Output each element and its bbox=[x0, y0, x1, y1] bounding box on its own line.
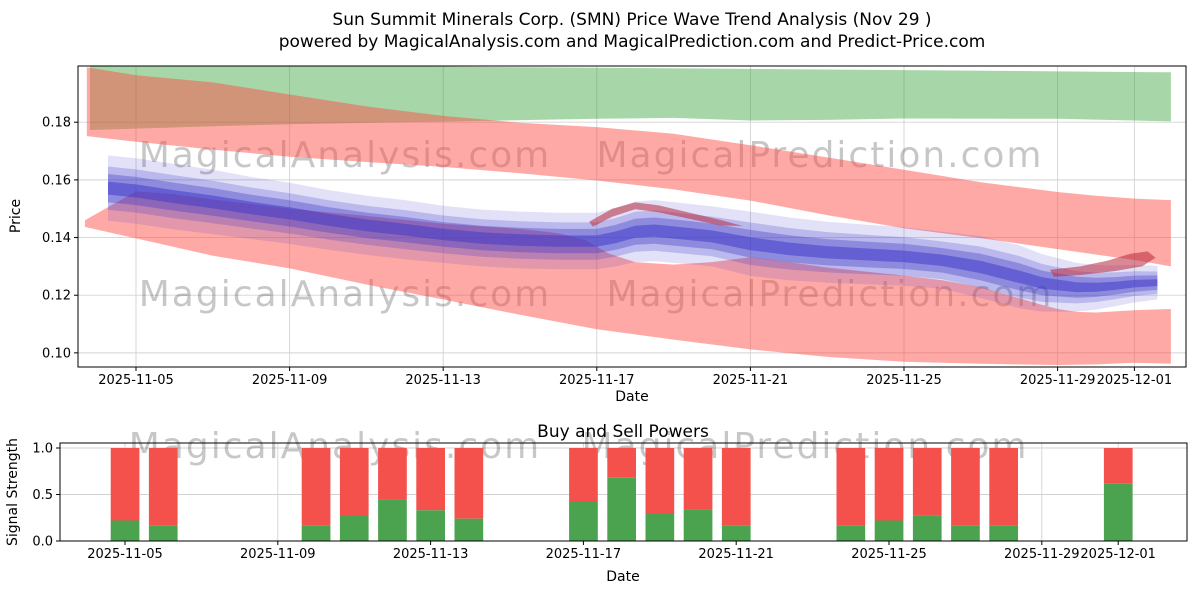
signal-chart-title: Buy and Sell Powers bbox=[537, 422, 709, 442]
x-tick-label: 2025-12-01 bbox=[1097, 373, 1173, 388]
y-tick-label: 0.18 bbox=[42, 116, 71, 131]
x-tick-label: 2025-11-21 bbox=[713, 373, 789, 388]
buy-power-bar bbox=[569, 501, 598, 541]
buy-power-bar bbox=[301, 525, 331, 541]
buy-power-bar bbox=[912, 515, 942, 541]
buy-power-bar bbox=[683, 509, 713, 541]
x-tick-label: 2025-11-29 bbox=[1004, 547, 1080, 562]
price-axis-label: Price bbox=[8, 199, 24, 233]
x-tick-label: 2025-11-25 bbox=[851, 547, 927, 562]
buy-power-bar bbox=[989, 525, 1018, 541]
sell-power-bar bbox=[874, 448, 904, 521]
signal-chart-date-label: Date bbox=[606, 569, 639, 585]
x-tick-label: 2025-11-05 bbox=[87, 547, 163, 562]
price-chart-date-label: Date bbox=[615, 389, 648, 405]
buy-power-bar bbox=[645, 514, 675, 541]
sell-power-bar bbox=[416, 448, 445, 511]
sell-power-bar bbox=[951, 448, 980, 526]
watermark-text: MagicalAnalysis.com bbox=[139, 135, 551, 176]
x-tick-label: 2025-11-29 bbox=[1020, 373, 1096, 388]
y-tick-label: 0.0 bbox=[32, 535, 53, 550]
x-tick-label: 2025-11-13 bbox=[393, 547, 469, 562]
y-tick-label: 0.14 bbox=[42, 231, 71, 246]
buy-power-bar bbox=[378, 499, 407, 541]
sell-power-bar bbox=[454, 448, 484, 519]
buy-power-bar bbox=[607, 477, 636, 541]
figure-title-line2: powered by MagicalAnalysis.com and Magic… bbox=[279, 32, 986, 52]
x-tick-label: 2025-11-13 bbox=[405, 373, 481, 388]
x-tick-label: 2025-11-17 bbox=[546, 547, 622, 562]
red-streak bbox=[1049, 251, 1156, 277]
signal-chart: MagicalAnalysis.com MagicalPrediction.com… bbox=[32, 426, 1188, 562]
sell-power-bar bbox=[912, 448, 942, 516]
x-tick-label: 2025-11-09 bbox=[252, 373, 328, 388]
prediction-fan-layer bbox=[108, 181, 1158, 293]
watermark-text: MagicalPrediction.com bbox=[597, 135, 1044, 176]
sell-power-bar bbox=[721, 448, 751, 526]
sell-power-bar bbox=[110, 448, 140, 521]
x-tick-label: 2025-12-01 bbox=[1080, 547, 1156, 562]
buy-power-bar bbox=[148, 525, 178, 541]
sell-power-bar bbox=[989, 448, 1018, 526]
watermark-text: MagicalAnalysis.com bbox=[139, 274, 551, 315]
signal-axis-label: Signal Strength bbox=[5, 438, 21, 546]
signal-plot-frame bbox=[59, 442, 1188, 542]
price-plot-frame bbox=[77, 65, 1187, 368]
upper-red-band bbox=[86, 67, 1171, 267]
sell-power-bar bbox=[836, 448, 866, 526]
sell-power-bar bbox=[607, 448, 636, 478]
sell-power-bar bbox=[148, 448, 178, 526]
buy-power-bar bbox=[416, 510, 445, 541]
sell-power-bar bbox=[645, 448, 675, 514]
buy-power-bar bbox=[874, 520, 904, 541]
x-tick-label: 2025-11-17 bbox=[559, 373, 635, 388]
buy-power-bar bbox=[339, 515, 369, 541]
buy-power-bar bbox=[454, 518, 484, 541]
x-tick-label: 2025-11-21 bbox=[698, 547, 774, 562]
sell-power-bar bbox=[569, 448, 598, 501]
y-tick-label: 0.12 bbox=[42, 289, 71, 304]
buy-power-bar bbox=[1103, 483, 1133, 541]
figure-title-line1: Sun Summit Minerals Corp. (SMN) Price Wa… bbox=[332, 10, 931, 30]
y-tick-label: 0.16 bbox=[42, 173, 71, 188]
sell-power-bar bbox=[339, 448, 369, 515]
price-chart: MagicalAnalysis.com MagicalPrediction.com… bbox=[42, 65, 1187, 388]
x-tick-label: 2025-11-25 bbox=[866, 373, 942, 388]
y-tick-label: 1.0 bbox=[32, 442, 53, 457]
buy-power-bar bbox=[110, 520, 140, 541]
watermark-text: MagicalPrediction.com bbox=[607, 274, 1054, 315]
x-tick-label: 2025-11-09 bbox=[240, 547, 316, 562]
lower-red-band bbox=[84, 191, 1171, 365]
buy-power-bar bbox=[836, 525, 866, 541]
x-tick-label: 2025-11-05 bbox=[98, 373, 174, 388]
figure-labels: Sun Summit Minerals Corp. (SMN) Price Wa… bbox=[5, 10, 985, 585]
sell-power-bar bbox=[378, 448, 407, 500]
buy-power-bar bbox=[951, 525, 980, 541]
green-trend-band bbox=[89, 65, 1171, 130]
buy-power-bar bbox=[721, 525, 751, 541]
sell-power-bar bbox=[301, 448, 331, 526]
red-streak bbox=[589, 202, 743, 227]
sell-power-bar bbox=[1103, 448, 1133, 484]
sell-power-bar bbox=[683, 448, 713, 510]
y-tick-label: 0.10 bbox=[42, 346, 71, 361]
y-tick-label: 0.5 bbox=[32, 488, 53, 503]
